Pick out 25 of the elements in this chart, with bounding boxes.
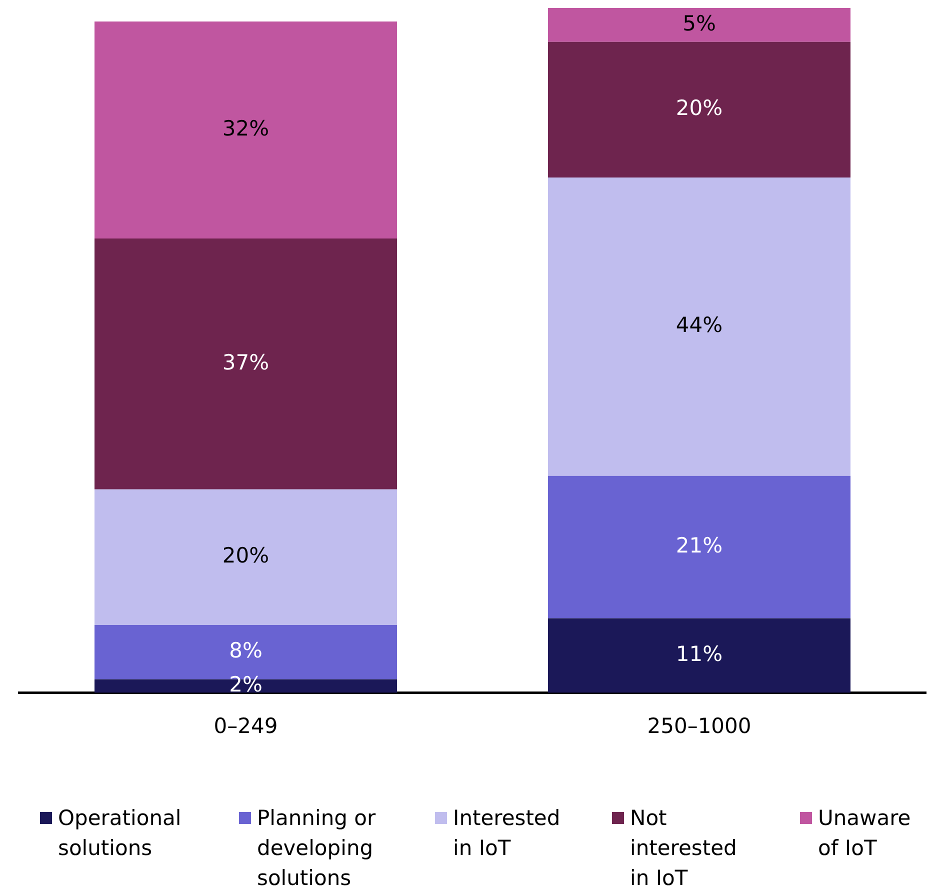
bar [548,178,850,476]
bar [94,489,397,625]
x-tick-label: 250–1000 [647,714,752,738]
data-label: 8% [229,638,262,663]
bar [94,238,397,490]
data-label: 44% [676,313,723,338]
legend-label: Interested in IoT [453,805,562,862]
bar [548,42,850,178]
bar [548,476,850,618]
bar [548,618,850,693]
x-tick-label: 0–249 [214,714,278,738]
bar [548,8,850,42]
legend-label: Operational solutions [58,805,182,862]
data-label: 11% [676,642,723,666]
legend-label: Unaware of IoT [818,805,912,862]
data-label: 2% [229,672,262,696]
legend-label: Planning or developing solutions [257,805,377,891]
data-label: 5% [682,11,716,36]
data-label: 20% [676,96,723,120]
data-label: 37% [222,350,270,374]
data-label: 32% [222,116,270,140]
data-label: 21% [676,533,723,558]
data-label: 20% [222,544,270,568]
legend-label: Not interested in IoT [630,805,738,891]
bar [94,22,397,239]
